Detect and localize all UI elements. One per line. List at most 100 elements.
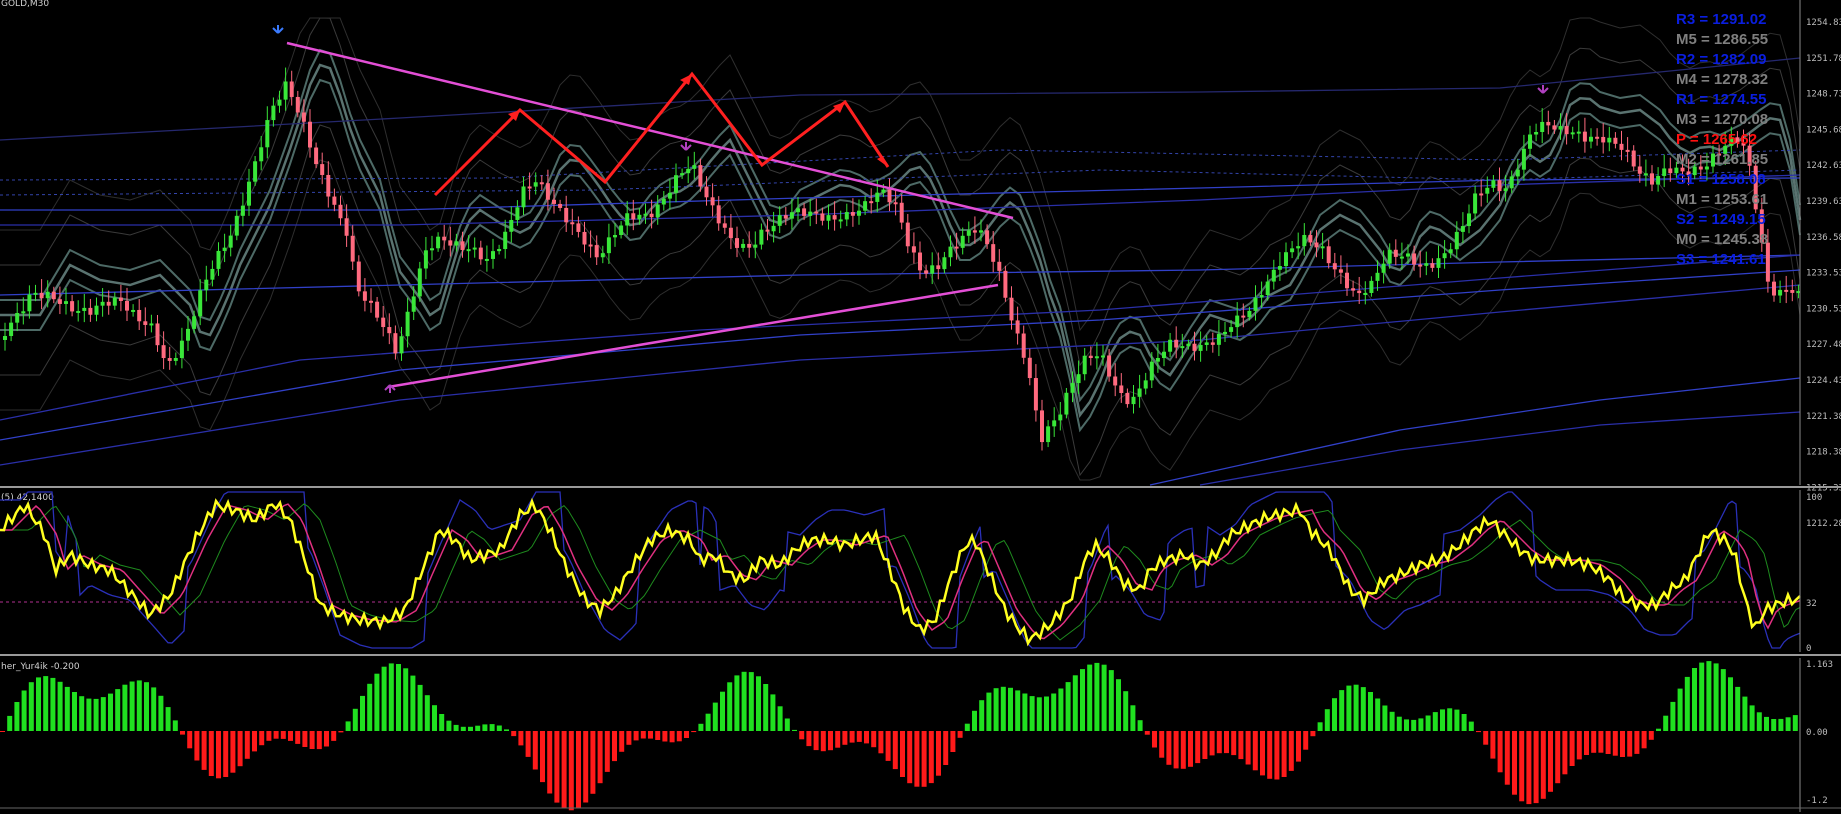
histogram-bar xyxy=(1288,731,1294,771)
histogram-bar xyxy=(36,677,41,731)
candle-body xyxy=(3,336,7,340)
candle-body xyxy=(1015,320,1020,334)
candle-body xyxy=(1424,263,1429,266)
candle-body xyxy=(777,215,782,226)
candle-body xyxy=(893,202,898,205)
pivot-s1-label: S1 = 1258.08 xyxy=(1676,171,1766,188)
histogram-bar xyxy=(885,731,891,761)
candle-body xyxy=(125,300,129,311)
histogram-title: her_Yur4ik -0.200 xyxy=(1,662,80,672)
histogram-bar xyxy=(223,731,229,777)
pivot-m2-label: M2 = 1261.85 xyxy=(1676,151,1769,168)
resistance-trendline[interactable] xyxy=(286,41,1014,220)
channel-line xyxy=(0,254,1801,421)
histogram-bar xyxy=(338,731,344,733)
candle-body xyxy=(466,249,471,252)
candle-body xyxy=(1229,327,1234,332)
histogram-bar xyxy=(7,715,13,731)
histogram-bar xyxy=(288,731,293,741)
pivot-r1: R1 = 1274.55 xyxy=(1676,90,1836,110)
histogram-bar xyxy=(1404,719,1409,731)
histogram-panel[interactable]: her_Yur4ik -0.200 1.163 0.00 -1.2 xyxy=(0,658,1833,812)
histogram-bar xyxy=(979,700,985,731)
histogram-bar xyxy=(662,731,668,742)
pivot-m3-label: M3 = 1270.08 xyxy=(1676,111,1769,128)
candle-body xyxy=(1326,246,1331,264)
histogram-bar xyxy=(1296,731,1301,762)
histogram-bar xyxy=(1144,731,1150,735)
candle-body xyxy=(692,165,697,169)
candle-body xyxy=(948,246,953,258)
candle-body xyxy=(387,327,392,334)
histogram-bar xyxy=(640,731,646,739)
candle-body xyxy=(436,236,441,249)
candle-body xyxy=(844,212,849,220)
candle-body xyxy=(70,301,75,312)
candle-body xyxy=(881,189,886,193)
histogram-bar xyxy=(194,731,200,761)
candle-body xyxy=(1796,291,1801,294)
candle-body xyxy=(1314,242,1319,248)
histogram-bar xyxy=(964,723,970,731)
candle-body xyxy=(362,291,367,301)
histogram-bar xyxy=(619,731,625,752)
candle-body xyxy=(1033,378,1038,411)
histogram-bar xyxy=(583,731,589,803)
candle-body xyxy=(1643,173,1648,176)
histogram-bar xyxy=(1389,711,1395,731)
candle-body xyxy=(112,297,117,306)
candle-body xyxy=(545,183,550,200)
histogram-bar xyxy=(21,690,27,731)
histogram-bar xyxy=(676,731,682,742)
histogram-bar xyxy=(1303,731,1309,750)
histogram-bar xyxy=(302,731,308,747)
fractal-down-icon xyxy=(384,384,396,393)
histogram-bar xyxy=(1353,684,1359,731)
candle-body xyxy=(820,213,825,221)
candle-body xyxy=(796,208,800,213)
histogram-bar xyxy=(1173,731,1179,769)
candle-body xyxy=(985,230,990,245)
histogram-bar xyxy=(756,676,761,731)
candle-body xyxy=(1296,246,1301,249)
candle-body xyxy=(857,210,861,216)
candle-body xyxy=(802,208,807,216)
histogram-bar xyxy=(50,677,56,731)
price-tick: 1215.33 xyxy=(1806,483,1841,493)
candle-body xyxy=(332,196,337,205)
histogram-bar xyxy=(252,731,257,752)
candle-body xyxy=(1558,126,1563,130)
histogram-bar xyxy=(1663,715,1669,731)
candle-body xyxy=(667,192,672,199)
candle-body xyxy=(826,215,831,221)
candle-body xyxy=(295,96,300,113)
candle-body xyxy=(1186,343,1191,347)
histogram-bar xyxy=(1108,670,1114,731)
candle-body xyxy=(570,222,575,225)
oscillator-panel[interactable]: (5) 42,1400 100 32 0 xyxy=(0,490,1822,654)
support-trendline[interactable] xyxy=(387,283,999,389)
candle-body xyxy=(1143,380,1148,389)
channel-line xyxy=(0,177,1801,211)
candle-body xyxy=(198,290,203,317)
histogram-bar xyxy=(1519,731,1525,802)
histogram-bar xyxy=(1735,686,1741,731)
price-chart-panel[interactable]: GOLD,M30 1254.83 1251.78 1248.73 1245.68 124… xyxy=(0,0,1841,529)
histogram-bar xyxy=(1699,662,1705,731)
candle-body xyxy=(1582,131,1587,142)
candle-body xyxy=(564,207,569,223)
histogram-bar xyxy=(424,695,430,731)
channel-line xyxy=(0,284,1801,466)
histogram-bar xyxy=(1468,721,1474,731)
histogram-bar xyxy=(648,731,653,739)
histogram-bar xyxy=(165,707,171,731)
histogram-bar xyxy=(1058,688,1064,731)
histogram-bar xyxy=(489,724,495,731)
candle-body xyxy=(186,328,190,341)
candle-body xyxy=(533,182,538,187)
histogram-bar xyxy=(151,687,157,731)
candle-body xyxy=(1412,253,1417,265)
candlesticks xyxy=(3,67,1801,451)
candle-body xyxy=(649,213,654,218)
